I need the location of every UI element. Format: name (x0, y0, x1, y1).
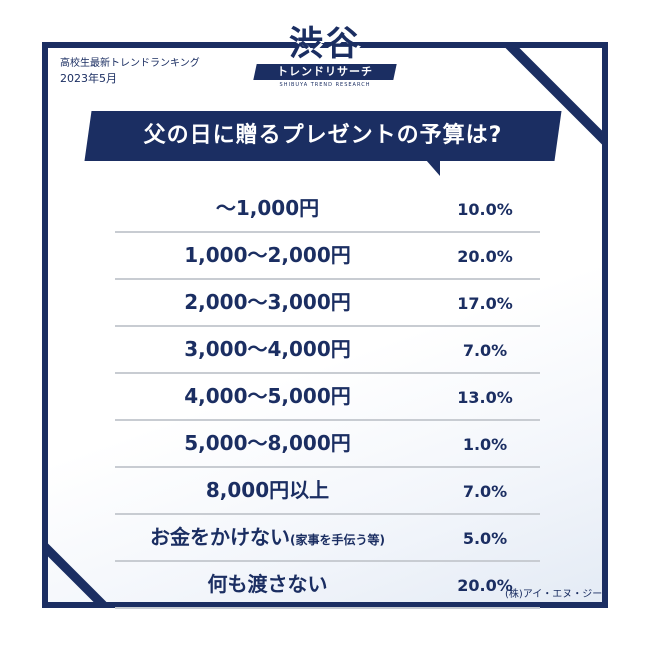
title-banner-tail (426, 160, 440, 176)
row-label-text: お金をかけない (150, 525, 290, 549)
row-percent: 7.0% (462, 341, 508, 360)
brand-logo: 渋谷 トレンドリサーチ SHIBUYA TREND RESEARCH (253, 24, 397, 96)
logo-tagline: SHIBUYA TREND RESEARCH (279, 82, 371, 88)
row-label: 2,000〜3,000円 (115, 280, 420, 325)
row-label: お金をかけない(家事を手伝う等) (115, 515, 420, 560)
row-label-text: 4,000〜5,000円 (184, 384, 351, 408)
logo-main-text: 渋谷 (289, 24, 361, 64)
header-date: 2023年5月 (60, 72, 117, 85)
row-percent: 20.0% (457, 247, 513, 266)
row-percent: 1.0% (462, 435, 508, 454)
row-label-note: (家事を手伝う等) (290, 533, 385, 547)
table-row: 4,000〜5,000円 13.0% (115, 374, 540, 421)
table-row: 3,000〜4,000円 7.0% (115, 327, 540, 374)
header-subtitle: 高校生最新トレンドランキング (60, 58, 200, 69)
ranking-table: 〜1,000円 10.0% 1,000〜2,000円 20.0% 2,000〜3,000… (115, 186, 540, 609)
row-percent: 7.0% (462, 482, 508, 501)
row-percent: 13.0% (457, 388, 513, 407)
row-percent: 20.0% (457, 576, 513, 595)
logo-band: トレンドリサーチ (253, 64, 397, 80)
row-percent: 10.0% (457, 200, 513, 219)
row-label-text: 5,000〜8,000円 (184, 431, 351, 455)
row-label-text: 〜1,000円 (215, 196, 320, 220)
row-label-text: 2,000〜3,000円 (184, 290, 351, 314)
table-row: お金をかけない(家事を手伝う等) 5.0% (115, 515, 540, 562)
row-percent: 5.0% (462, 529, 508, 548)
table-row: 5,000〜8,000円 1.0% (115, 421, 540, 468)
credit-text: (株)アイ・エヌ・ジー (505, 589, 603, 600)
row-label-text: 8,000円以上 (205, 478, 330, 502)
row-label-text: 1,000〜2,000円 (184, 243, 351, 267)
table-row: 何も渡さない 20.0% (115, 562, 540, 609)
logo-band-text: トレンドリサーチ (277, 65, 373, 78)
row-label: 1,000〜2,000円 (115, 233, 420, 278)
row-percent: 17.0% (457, 294, 513, 313)
row-label-text: 3,000〜4,000円 (184, 337, 351, 361)
table-row: 2,000〜3,000円 17.0% (115, 280, 540, 327)
row-label: 何も渡さない (115, 562, 420, 607)
table-row: 1,000〜2,000円 20.0% (115, 233, 540, 280)
table-row: 8,000円以上 7.0% (115, 468, 540, 515)
row-label: 〜1,000円 (115, 186, 420, 231)
table-row: 〜1,000円 10.0% (115, 186, 540, 233)
page-title: 父の日に贈るプレゼントの予算は? (143, 123, 503, 148)
row-label: 5,000〜8,000円 (115, 421, 420, 466)
row-label-text: 何も渡さない (207, 572, 328, 596)
row-label: 3,000〜4,000円 (115, 327, 420, 372)
row-label: 4,000〜5,000円 (115, 374, 420, 419)
row-label: 8,000円以上 (115, 468, 420, 513)
